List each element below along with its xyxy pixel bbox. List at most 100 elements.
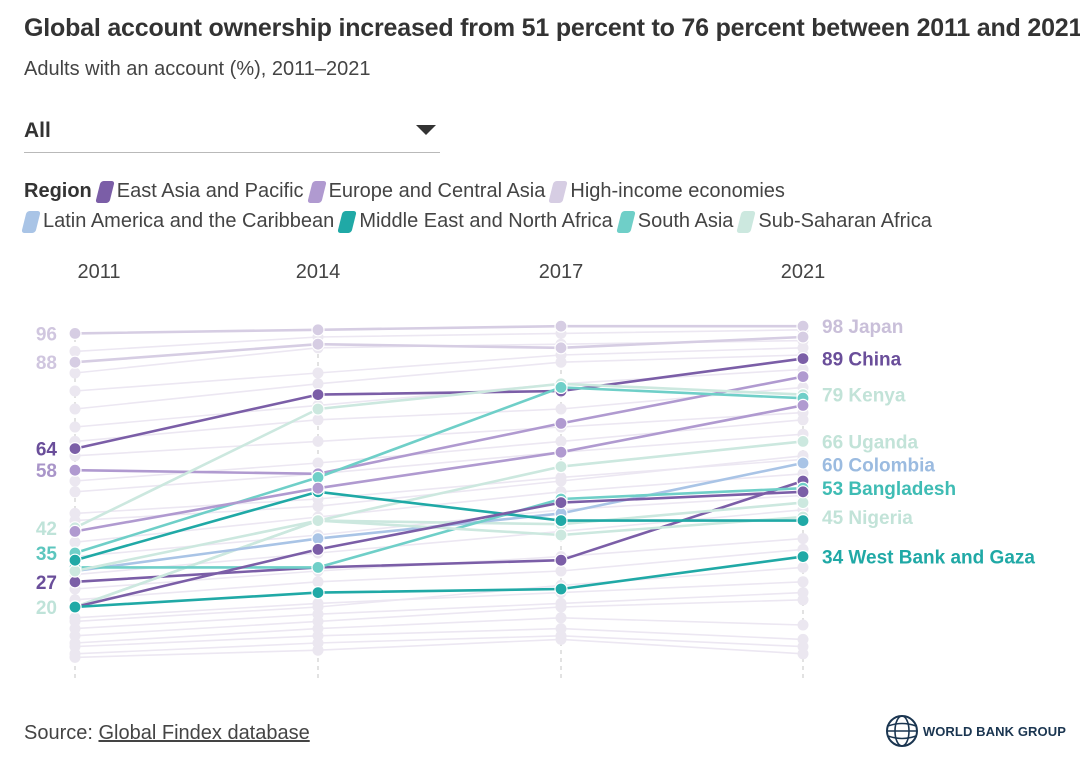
background-dot (797, 561, 809, 573)
left-value-label: 27 (36, 573, 57, 594)
background-line (74, 368, 804, 428)
economy-dropdown[interactable]: All (24, 112, 440, 153)
background-dot (69, 385, 81, 397)
series-dot (311, 542, 325, 556)
series-dot (311, 481, 325, 495)
series-dot (796, 485, 810, 499)
background-dot (555, 475, 567, 487)
legend-item-east-asia-pacific[interactable]: East Asia and Pacific (95, 180, 304, 203)
legend-item-europe-central-asia[interactable]: Europe and Central Asia (306, 180, 545, 203)
series-dot (554, 319, 568, 333)
background-dot (797, 594, 809, 606)
series-line-nigeria (74, 515, 804, 573)
series-dot (68, 355, 82, 369)
chevron-down-icon[interactable] (416, 125, 436, 135)
series-dot (796, 514, 810, 528)
x-tick-label: 2011 (77, 261, 120, 283)
series-line-west-bank-and-gaza (74, 555, 804, 609)
series-dot (554, 416, 568, 430)
legend-item-label: Middle East and North Africa (359, 210, 613, 232)
legend-item-middle-east[interactable]: Middle East and North Africa (337, 210, 613, 233)
background-line (74, 599, 804, 637)
legend-swatch-icon (21, 210, 41, 233)
background-line (74, 473, 804, 543)
background-dot (69, 651, 81, 663)
series-dot (554, 445, 568, 459)
dropdown-selected-value: All (24, 119, 51, 142)
background-line (74, 627, 804, 648)
series-dot (796, 369, 810, 384)
background-line (74, 616, 804, 644)
series-dot (554, 582, 568, 596)
highlighted-lines (74, 324, 804, 609)
series-dot (796, 456, 810, 470)
legend-item-label: South Asia (637, 210, 734, 232)
background-dot (555, 356, 567, 368)
series-line-europe-and-central-asia (74, 375, 804, 476)
background-line (74, 638, 804, 659)
background-line (74, 329, 804, 353)
source-note: Source: Global Findex database (24, 722, 310, 745)
left-value-label: 42 (36, 519, 57, 540)
background-dot (312, 367, 324, 379)
series-line-ukraine (74, 404, 804, 533)
series-dot (311, 388, 325, 402)
legend-item-label: East Asia and Pacific (116, 180, 304, 202)
legend-item-latin-america[interactable]: Latin America and the Caribbean (21, 210, 335, 233)
background-dot (555, 565, 567, 577)
series-dot (554, 553, 568, 567)
highlighted-dots (68, 319, 810, 614)
legend-item-label: Sub-Saharan Africa (758, 210, 932, 232)
series-line-middle-east-and-north-africa (74, 490, 803, 562)
series-dot (554, 380, 568, 394)
world-bank-logo: WORLD BANK GROUP (885, 714, 1066, 748)
background-line (74, 411, 804, 457)
x-tick-label: 2017 (539, 261, 584, 283)
background-dot (797, 619, 809, 631)
series-dot (796, 550, 810, 564)
background-dot (797, 576, 809, 588)
series-line-japan (74, 324, 803, 335)
series-dot (68, 442, 82, 456)
background-line (74, 566, 804, 623)
series-dot (311, 402, 325, 416)
left-value-label: 96 (36, 324, 57, 345)
background-line (74, 433, 804, 493)
legend-row-2: Latin America and the Caribbean Middle E… (21, 210, 938, 233)
background-dot (797, 533, 809, 545)
background-dot (69, 403, 81, 415)
series-dot (796, 351, 810, 366)
background-dot (69, 486, 81, 498)
right-series-label: 66 Uganda (822, 432, 919, 453)
right-series-label: 89 China (822, 350, 902, 371)
x-axis-labels: 2011 2014 2017 2021 (77, 261, 825, 283)
series-line-south-asia (74, 386, 804, 555)
background-line (74, 548, 804, 601)
series-dot (311, 586, 325, 600)
background-dot (555, 601, 567, 613)
legend-item-sub-saharan[interactable]: Sub-Saharan Africa (736, 210, 932, 233)
series-dot (68, 553, 82, 567)
series-dot (68, 600, 82, 614)
legend-item-high-income[interactable]: High-income economies (548, 180, 785, 203)
source-link[interactable]: Global Findex database (98, 722, 310, 744)
series-dot (311, 560, 325, 574)
series-line-high-income-economies (74, 335, 804, 364)
series-dot (554, 514, 568, 528)
series-dot (554, 528, 568, 542)
background-dot (312, 601, 324, 613)
series-dot (311, 532, 325, 546)
x-tick-label: 2021 (781, 261, 826, 283)
background-dot (69, 345, 81, 357)
background-dot (69, 367, 81, 379)
legend-item-south-asia[interactable]: South Asia (616, 210, 734, 233)
series-dot (796, 398, 810, 412)
legend-item-label: Latin America and the Caribbean (43, 210, 335, 232)
right-series-label: 45 Nigeria (822, 508, 913, 529)
background-line (74, 354, 804, 410)
series-line-china (74, 357, 804, 450)
legend-swatch-icon (306, 180, 327, 203)
